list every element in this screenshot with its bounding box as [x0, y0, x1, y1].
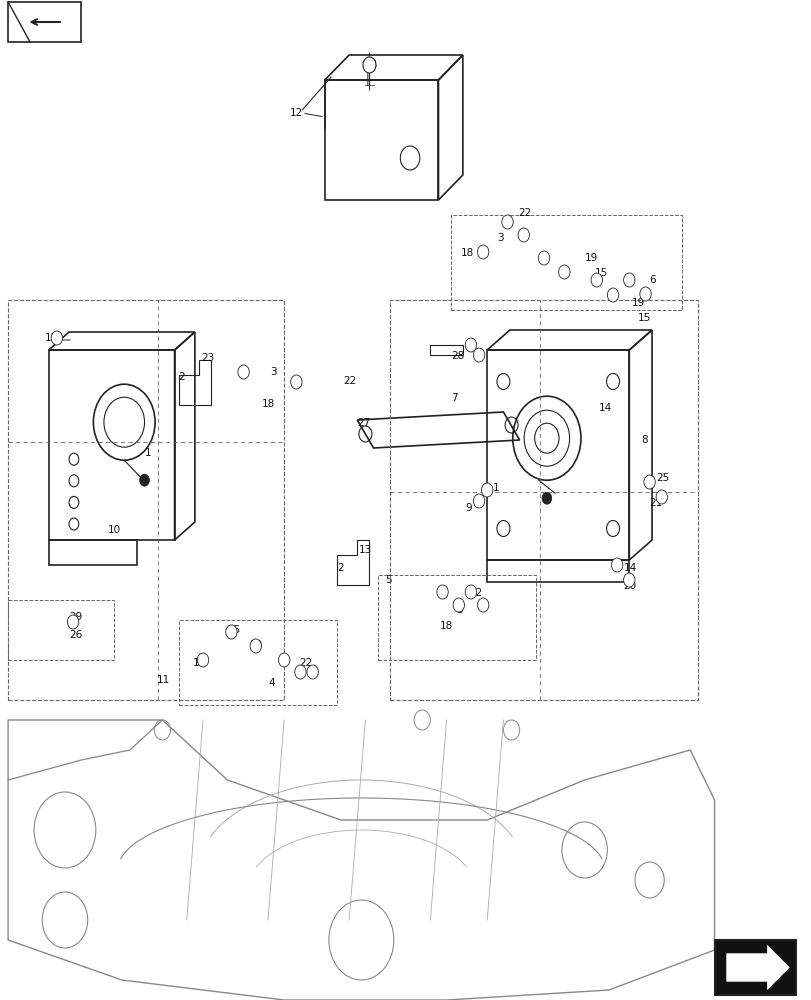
- Text: 13: 13: [358, 545, 371, 555]
- Circle shape: [538, 251, 549, 265]
- Text: 7: 7: [451, 393, 457, 403]
- Circle shape: [238, 365, 249, 379]
- Text: 8: 8: [641, 435, 647, 445]
- Text: 15: 15: [227, 625, 240, 635]
- Text: 2: 2: [178, 372, 185, 382]
- Circle shape: [290, 375, 302, 389]
- Bar: [377, 575, 535, 660]
- Circle shape: [453, 598, 464, 612]
- Circle shape: [51, 331, 62, 345]
- Bar: [324, 80, 438, 200]
- Bar: [389, 300, 697, 700]
- Text: 18: 18: [460, 248, 473, 258]
- Text: 19: 19: [584, 253, 597, 263]
- Text: 21: 21: [649, 498, 662, 508]
- Text: 22: 22: [517, 208, 530, 218]
- Circle shape: [590, 273, 602, 287]
- Text: 1: 1: [492, 483, 499, 493]
- Polygon shape: [726, 946, 788, 990]
- Text: 12: 12: [290, 108, 303, 118]
- Text: 5: 5: [384, 575, 391, 585]
- Circle shape: [278, 653, 290, 667]
- Circle shape: [307, 665, 318, 679]
- Text: 1: 1: [144, 448, 151, 458]
- Bar: [8, 600, 114, 660]
- Text: 20: 20: [623, 581, 636, 591]
- Bar: [450, 215, 681, 310]
- Text: 18: 18: [261, 399, 274, 409]
- Circle shape: [465, 585, 476, 599]
- Circle shape: [67, 615, 79, 629]
- Circle shape: [623, 573, 634, 587]
- Circle shape: [558, 265, 569, 279]
- Text: 2: 2: [337, 563, 343, 573]
- Text: 6: 6: [649, 275, 655, 285]
- Text: 15: 15: [637, 313, 650, 323]
- Text: 24: 24: [363, 60, 376, 70]
- Text: 19: 19: [250, 640, 263, 650]
- Bar: [49, 350, 174, 540]
- Circle shape: [294, 665, 306, 679]
- FancyBboxPatch shape: [8, 2, 81, 42]
- Text: 29: 29: [69, 612, 82, 622]
- Text: 26: 26: [69, 630, 82, 640]
- Bar: [714, 940, 795, 995]
- Bar: [49, 540, 136, 565]
- Circle shape: [139, 474, 149, 486]
- Circle shape: [473, 348, 484, 362]
- Circle shape: [465, 338, 476, 352]
- Text: 16: 16: [193, 658, 206, 668]
- Circle shape: [473, 494, 484, 508]
- Circle shape: [611, 558, 622, 572]
- Text: 11: 11: [157, 675, 169, 685]
- Text: 22: 22: [469, 588, 482, 598]
- Circle shape: [477, 245, 488, 259]
- Circle shape: [225, 625, 237, 639]
- Circle shape: [623, 273, 634, 287]
- Text: 4: 4: [268, 678, 274, 688]
- Text: 3: 3: [456, 605, 462, 615]
- Text: 19: 19: [631, 298, 644, 308]
- Text: 3: 3: [496, 233, 503, 243]
- Bar: [8, 300, 284, 700]
- Circle shape: [481, 483, 492, 497]
- Text: 22: 22: [298, 658, 311, 668]
- Bar: [487, 560, 629, 582]
- Text: 17: 17: [45, 333, 58, 343]
- Circle shape: [436, 585, 448, 599]
- Circle shape: [363, 57, 375, 73]
- Text: 10: 10: [108, 525, 121, 535]
- Circle shape: [639, 287, 650, 301]
- Text: 15: 15: [594, 268, 607, 278]
- Text: 14: 14: [623, 563, 636, 573]
- Circle shape: [607, 288, 618, 302]
- Text: 22: 22: [343, 376, 356, 386]
- Circle shape: [501, 215, 513, 229]
- Circle shape: [250, 639, 261, 653]
- Text: 18: 18: [440, 621, 453, 631]
- Text: 27: 27: [357, 418, 370, 428]
- Text: 14: 14: [599, 403, 611, 413]
- Circle shape: [517, 228, 529, 242]
- Circle shape: [477, 598, 488, 612]
- Text: 23: 23: [201, 353, 214, 363]
- Circle shape: [542, 492, 551, 504]
- Bar: [178, 620, 337, 705]
- Bar: [487, 350, 629, 560]
- Circle shape: [197, 653, 208, 667]
- Text: 9: 9: [465, 503, 471, 513]
- Text: 25: 25: [655, 473, 668, 483]
- Text: 3: 3: [270, 367, 277, 377]
- Circle shape: [643, 475, 654, 489]
- Circle shape: [655, 490, 667, 504]
- Text: 28: 28: [451, 351, 464, 361]
